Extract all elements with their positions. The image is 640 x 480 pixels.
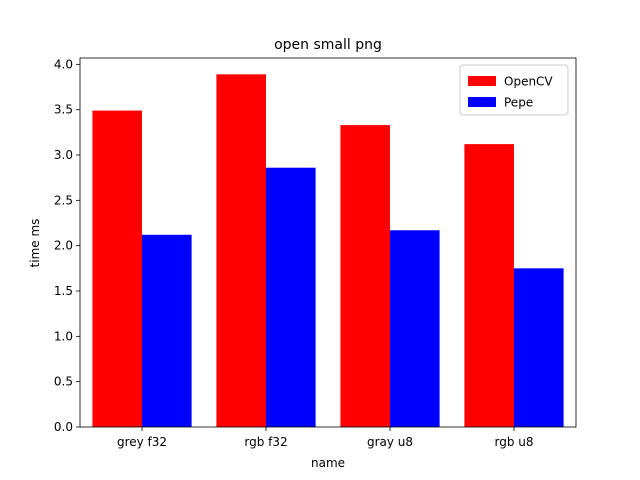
legend-swatch-opencv — [468, 76, 496, 86]
x-tick-label-4: rgb u8 — [494, 435, 533, 449]
y-tick-label-2: 0.5 — [54, 375, 73, 389]
y-tick-label-4: 1.5 — [54, 284, 73, 298]
bar-opencv-4 — [464, 144, 514, 427]
y-tick-label-5: 2.0 — [54, 239, 73, 253]
y-tick-label-9: 4.0 — [54, 57, 73, 71]
bar-opencv-3 — [340, 125, 390, 427]
y-tick-label-7: 3.0 — [54, 148, 73, 162]
legend: OpenCV Pepe — [459, 64, 569, 116]
chart-title: open small png — [274, 37, 382, 53]
bar-pepe-3 — [390, 230, 440, 427]
legend-label-opencv: OpenCV — [504, 75, 553, 89]
y-tick-label-8: 3.5 — [54, 103, 73, 117]
bar-opencv-1 — [92, 110, 142, 427]
bar-opencv-2 — [216, 74, 266, 427]
y-tick-label-1: 0.0 — [54, 420, 73, 434]
legend-label-pepe: Pepe — [504, 96, 533, 110]
plot-area: 0.0 0.5 1.0 1.5 2.0 2.5 3.0 3.5 4.0 grey f32 rgb f… — [54, 57, 577, 449]
plot-frame — [79, 57, 577, 428]
y-tick-label-3: 1.0 — [54, 329, 73, 343]
bar-pepe-4 — [514, 268, 564, 427]
bar-pepe-1 — [142, 234, 192, 427]
legend-swatch-pepe — [468, 97, 496, 107]
y-tick-label-6: 2.5 — [54, 193, 73, 207]
x-tick-label-2: rgb f32 — [244, 435, 287, 449]
y-axis-title: time ms — [28, 219, 42, 268]
bar-pepe-2 — [266, 167, 316, 427]
x-tick-label-3: gray u8 — [367, 435, 413, 449]
x-tick-label-1: grey f32 — [117, 435, 167, 449]
x-axis-title: name — [311, 456, 345, 470]
